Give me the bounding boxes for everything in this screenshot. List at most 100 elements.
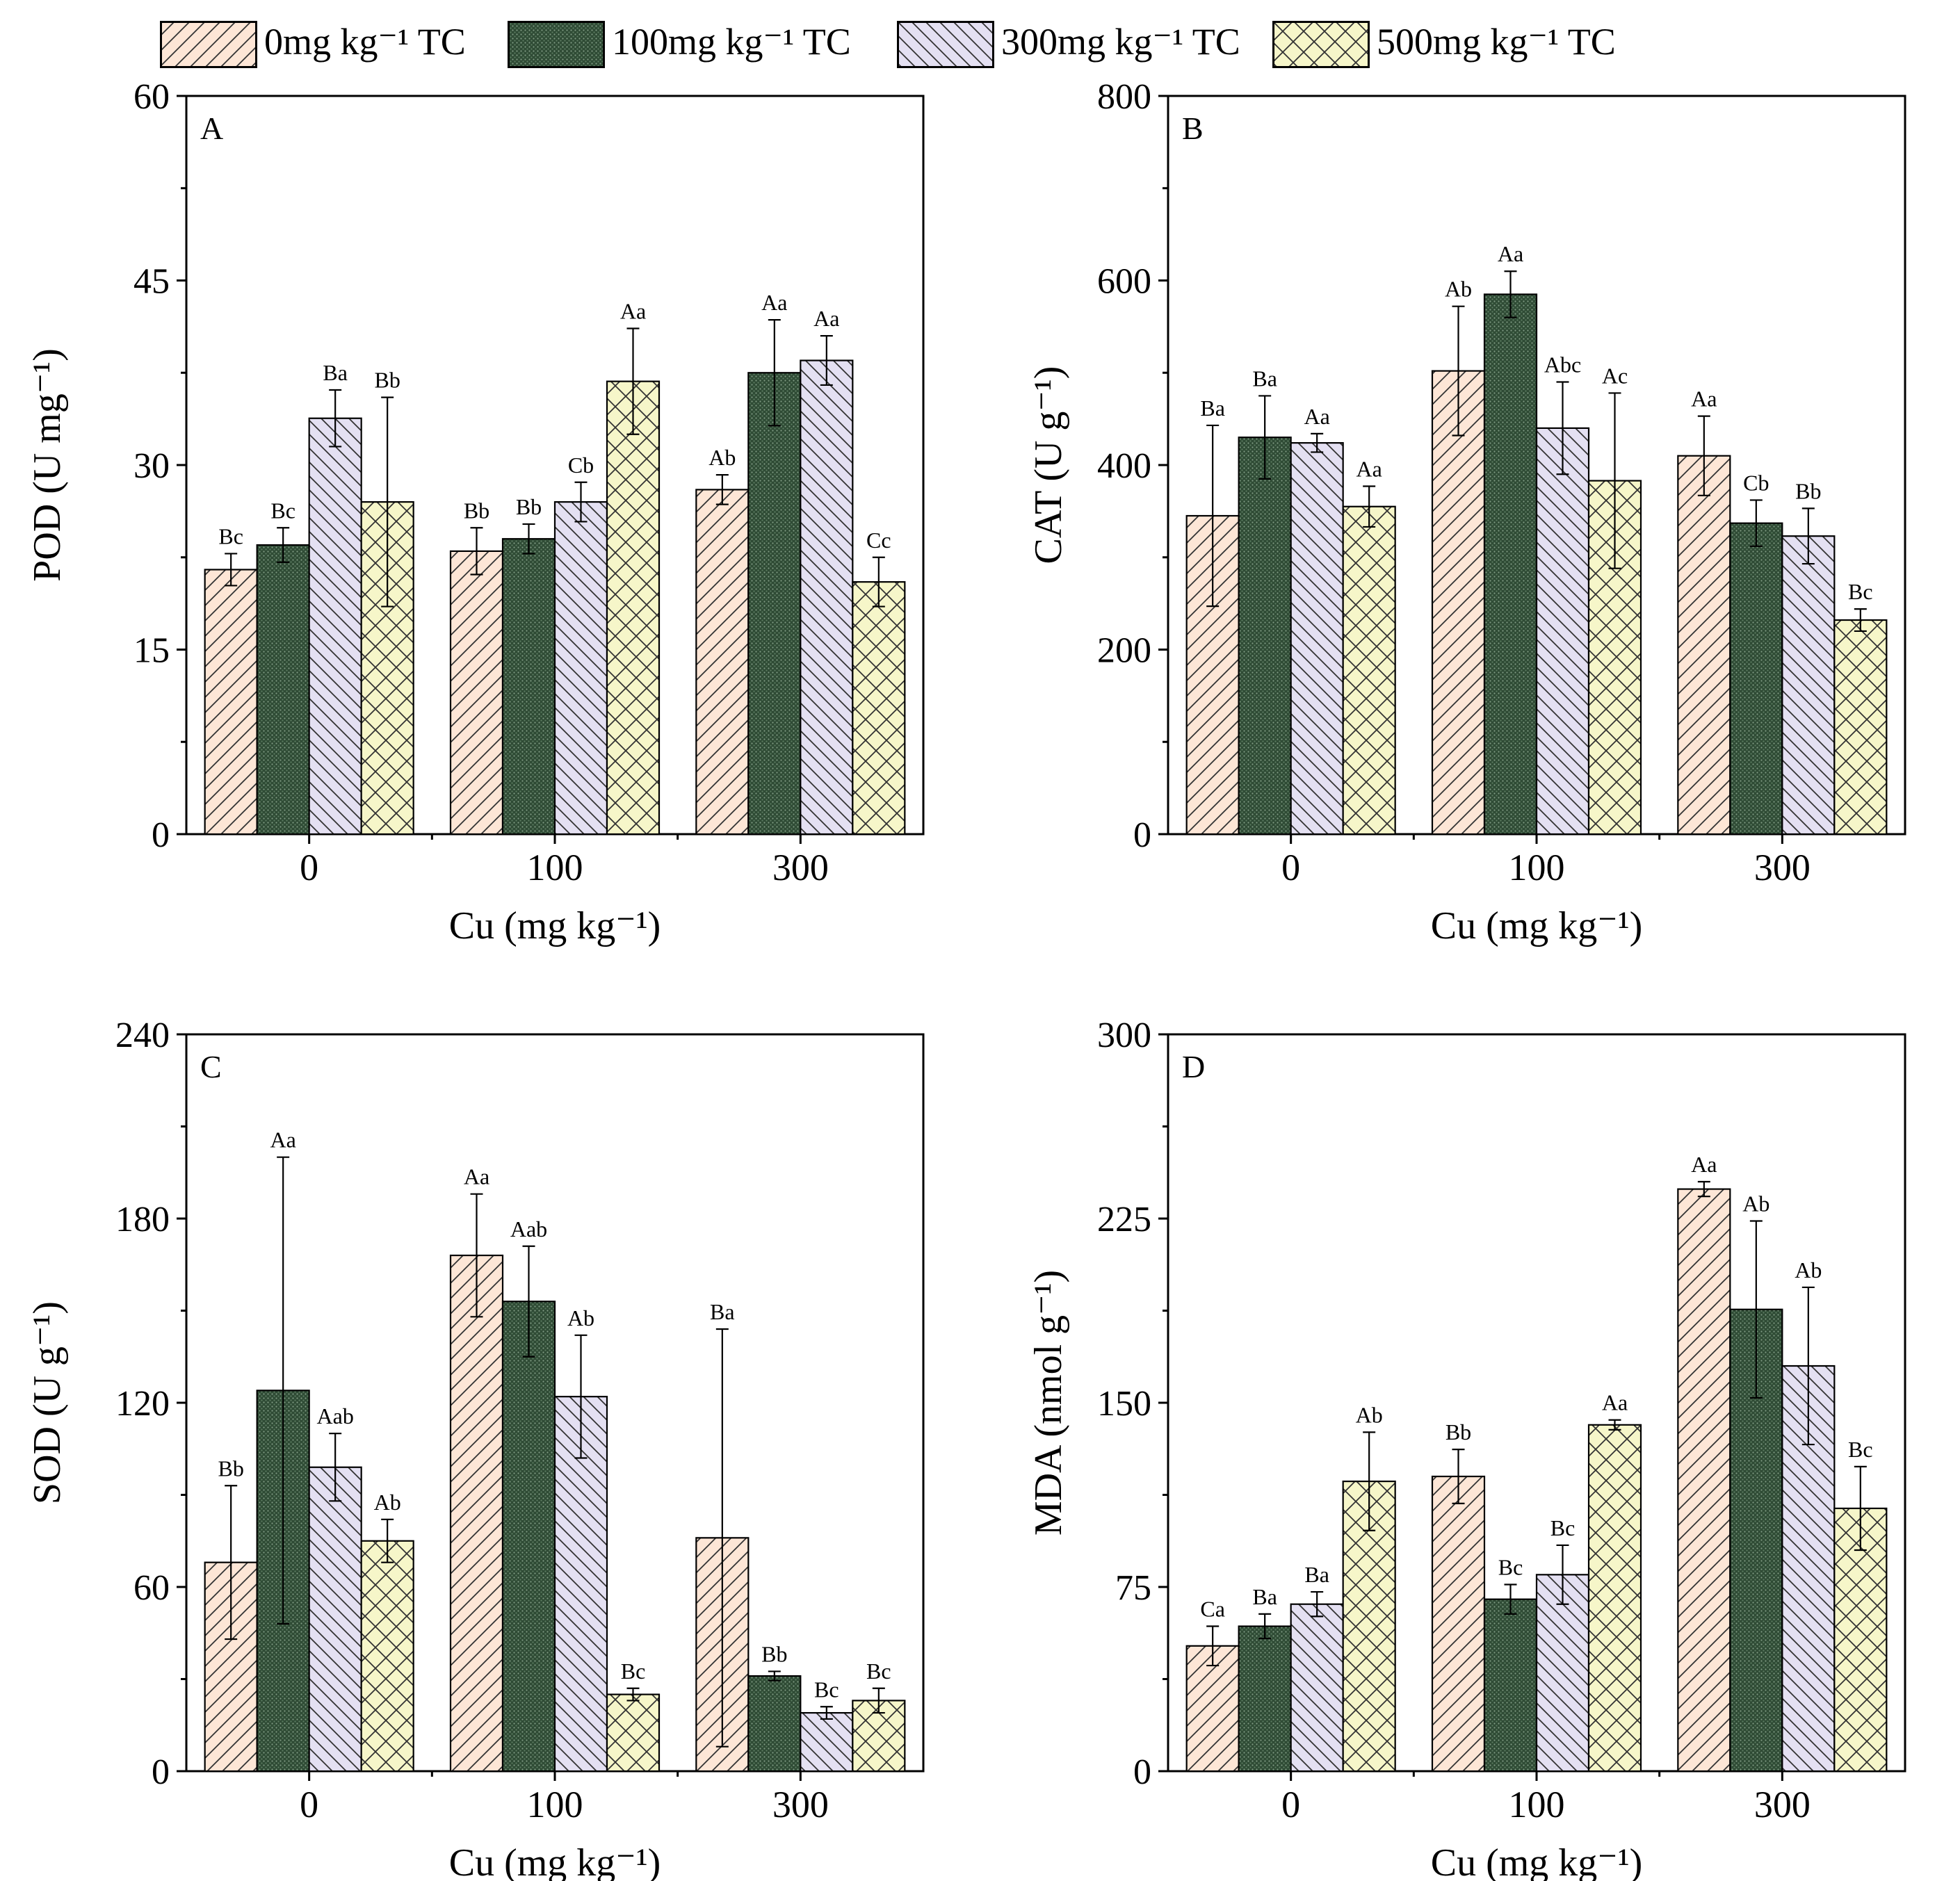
bar-a-s3-c2 [852, 581, 906, 836]
significance-letter: Ba [1200, 396, 1225, 421]
significance-letter: Aa [1691, 1152, 1717, 1177]
significance-letter: Ac [1602, 363, 1628, 388]
y-tick-label: 600 [1097, 262, 1151, 302]
significance-letter: Aa [1602, 1390, 1628, 1415]
significance-letter: Ba [710, 1299, 735, 1324]
bar-d-s3-c1 [1587, 1424, 1642, 1773]
bar-d-s1-c0 [1238, 1625, 1292, 1773]
bar-d-s0-c2 [1677, 1188, 1731, 1773]
y-tick-label: 60 [133, 77, 170, 117]
significance-letter: Ca [1200, 1597, 1225, 1622]
y-tick-label: 15 [133, 631, 170, 671]
y-axis-label: SOD (U g⁻¹) [26, 1301, 69, 1504]
y-tick-label: 225 [1097, 1200, 1151, 1239]
x-axis-label: Cu (mg kg⁻¹) [449, 904, 661, 947]
y-tick-label: 60 [133, 1568, 170, 1608]
bar-b-s2-c2 [1781, 535, 1836, 836]
panel-label: A [200, 111, 223, 146]
significance-letter: Bc [1848, 579, 1873, 604]
x-tick-label: 100 [527, 847, 583, 888]
significance-letter: Ba [1304, 1562, 1329, 1587]
bar-b-s2-c0 [1290, 442, 1344, 836]
x-tick-label: 300 [1754, 847, 1811, 888]
bar-a-s0-c2 [695, 489, 750, 836]
x-tick-label: 0 [1281, 1784, 1300, 1825]
legend-label-1: 100mg kg⁻¹ TC [612, 21, 851, 63]
y-tick-label: 800 [1097, 77, 1151, 117]
y-tick-label: 0 [152, 1752, 170, 1792]
y-tick-label: 0 [1133, 1752, 1151, 1792]
bar-c-s2-c2 [800, 1711, 854, 1773]
significance-letter: Bc [866, 1659, 891, 1684]
x-tick-label: 300 [772, 847, 829, 888]
legend-label-0: 0mg kg⁻¹ TC [264, 21, 466, 63]
panel-c: C 0 60 120 180 240 SOD (U g⁻¹) 0 100 300 Cu (mg kg… [26, 1016, 925, 1881]
significance-letter: Aa [1304, 404, 1330, 429]
x-axis-label: Cu (mg kg⁻¹) [449, 1841, 661, 1881]
panel-label: C [200, 1049, 222, 1084]
bar-a-s1-c2 [747, 372, 802, 836]
significance-letter: Ab [708, 445, 736, 470]
x-tick-label: 100 [1509, 847, 1565, 888]
significance-letter: Aa [1356, 457, 1382, 482]
bar-b-s3-c0 [1342, 505, 1396, 836]
significance-letter: Bc [1550, 1515, 1576, 1540]
y-tick-label: 30 [133, 446, 170, 486]
significance-letter: Bb [516, 494, 542, 519]
bar-b-s1-c2 [1729, 522, 1783, 836]
y-axis-label: POD (U mg⁻¹) [26, 348, 69, 582]
panel-a: A 0 15 30 45 60 POD (U mg⁻¹) 0 100 300 Cu (mg kg⁻¹… [26, 77, 925, 947]
bar-d-s2-c0 [1290, 1603, 1344, 1773]
significance-letter: Bc [1498, 1554, 1523, 1579]
panel-label: D [1182, 1049, 1205, 1084]
y-tick-label: 200 [1097, 631, 1151, 671]
significance-letter: Ab [1356, 1402, 1383, 1427]
legend: 0mg kg⁻¹ TC 100mg kg⁻¹ TC 300mg kg⁻¹ TC … [160, 15, 1898, 78]
significance-letter: Aa [620, 299, 646, 324]
y-axis-label: MDA (nmol g⁻¹) [1027, 1270, 1070, 1536]
significance-letter: Cb [568, 453, 594, 478]
bar-c-s3-c1 [606, 1693, 661, 1773]
bar-c-s2-c1 [553, 1396, 608, 1773]
x-axis-label: Cu (mg kg⁻¹) [1431, 904, 1643, 947]
bar-a-s1-c0 [256, 544, 310, 836]
significance-letter: Bb [1795, 478, 1821, 503]
significance-letter: Aa [813, 306, 839, 331]
bar-b-s1-c1 [1483, 293, 1538, 836]
bar-d-s0-c1 [1431, 1475, 1486, 1773]
significance-letter: Aab [317, 1403, 354, 1428]
significance-letter: Bc [621, 1659, 646, 1684]
significance-letter: Bc [1848, 1437, 1873, 1462]
bar-d-s0-c0 [1185, 1645, 1240, 1773]
bar-c-s0-c1 [449, 1254, 504, 1773]
legend-swatch-3 [1272, 21, 1370, 68]
significance-letter: Ab [1445, 277, 1472, 302]
bar-b-s0-c1 [1431, 370, 1486, 836]
significance-letter: Bb [464, 498, 489, 523]
y-tick-label: 400 [1097, 446, 1151, 486]
bar-c-s3-c0 [360, 1540, 414, 1773]
significance-letter: Bb [218, 1456, 243, 1481]
x-tick-label: 0 [1281, 847, 1300, 888]
y-axis-label: CAT (U g⁻¹) [1027, 366, 1070, 564]
legend-label-2: 300mg kg⁻¹ TC [1001, 21, 1240, 63]
y-tick-label: 180 [115, 1200, 170, 1239]
y-tick-label: 150 [1097, 1384, 1151, 1424]
bar-a-s2-c2 [800, 359, 854, 836]
y-tick-label: 240 [115, 1016, 170, 1055]
bar-a-s0-c1 [449, 550, 504, 836]
panel-label: B [1182, 111, 1204, 146]
x-tick-label: 0 [300, 847, 318, 888]
significance-letter: Bc [814, 1677, 839, 1702]
significance-letter: Bc [270, 498, 295, 523]
bar-b-s1-c0 [1238, 437, 1292, 836]
legend-swatch-2 [897, 21, 994, 68]
significance-letter: Ab [374, 1490, 401, 1515]
bar-b-s3-c2 [1833, 619, 1888, 836]
significance-letter: Aa [270, 1127, 296, 1153]
y-tick-label: 300 [1097, 1016, 1151, 1055]
x-tick-label: 100 [527, 1784, 583, 1825]
bar-a-s1-c1 [501, 538, 556, 836]
bar-d-s3-c2 [1833, 1507, 1888, 1773]
legend-swatch-1 [508, 21, 605, 68]
